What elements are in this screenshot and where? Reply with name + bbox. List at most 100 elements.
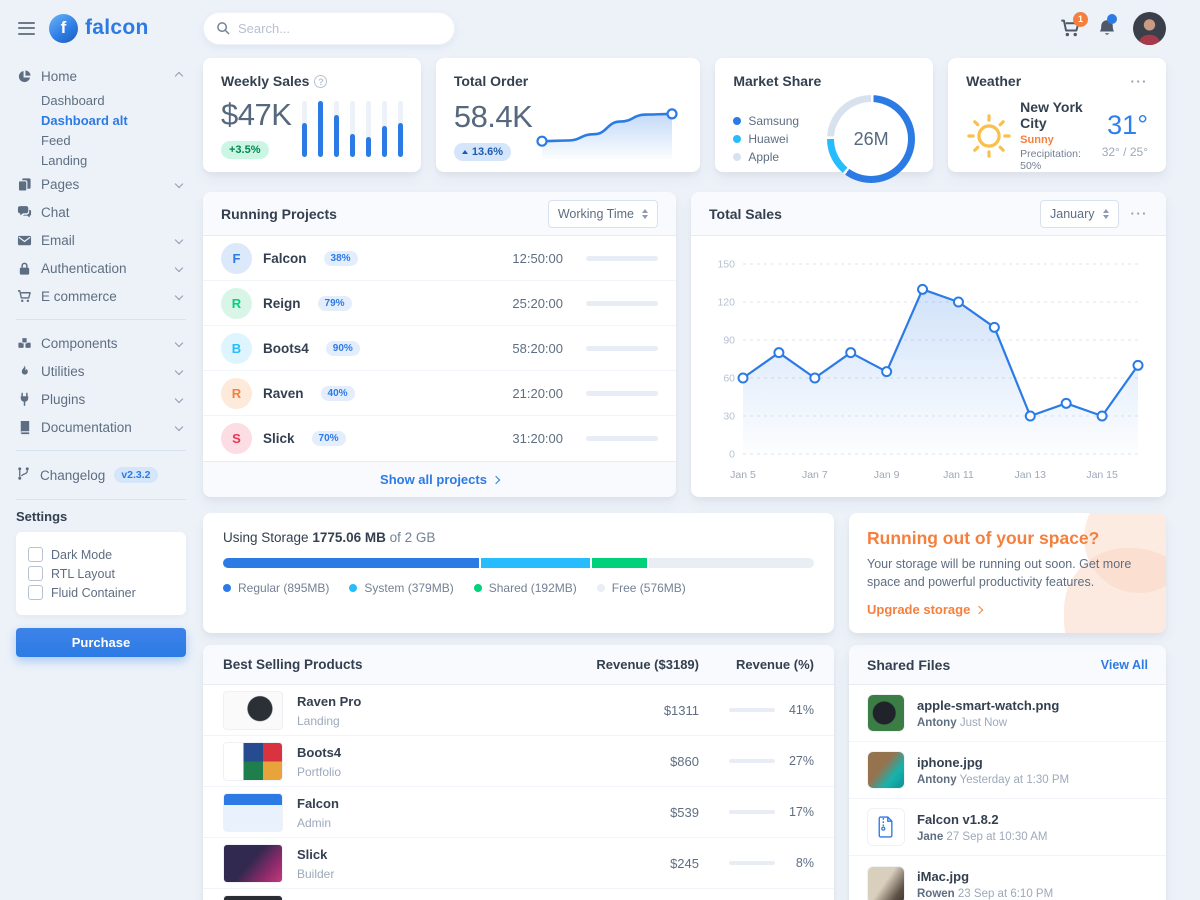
storage-row: Using Storage 1775.06 MB of 2 GB Regular… xyxy=(203,513,1166,633)
product-price: $1311 xyxy=(663,702,699,718)
sidebar-item-chat[interactable]: Chat xyxy=(16,198,186,226)
divider xyxy=(16,499,186,500)
file-name[interactable]: apple-smart-watch.png xyxy=(917,697,1060,713)
product-price: $539 xyxy=(670,804,699,820)
project-time: 21:20:00 xyxy=(512,385,563,401)
project-percent-badge: 38% xyxy=(323,250,358,266)
zip-file-icon xyxy=(878,816,893,838)
show-all-projects-link[interactable]: Show all projects xyxy=(203,461,676,497)
sidebar-item-dashboard[interactable]: Dashboard xyxy=(41,92,105,108)
more-options-icon[interactable] xyxy=(1131,74,1149,89)
product-percent: 41% xyxy=(788,703,814,717)
table-row: Raven Pro Landing $1311 41% xyxy=(203,685,834,736)
help-icon[interactable] xyxy=(314,75,328,88)
fluid-container-option[interactable]: Fluid Container xyxy=(28,585,174,600)
sidebar-item-ecommerce[interactable]: E commerce xyxy=(16,282,186,310)
card-title: Weekly Sales xyxy=(221,73,310,89)
table-row: Slick Builder $245 8% xyxy=(203,838,834,889)
file-time: Yesterday at 1:30 PM xyxy=(959,773,1070,786)
sidebar-item-authentication[interactable]: Authentication xyxy=(16,254,186,282)
rtl-layout-option[interactable]: RTL Layout xyxy=(28,566,174,581)
storage-used: 1775.06 MB xyxy=(312,530,386,545)
file-name[interactable]: iphone.jpg xyxy=(917,754,983,770)
card-title: Running Projects xyxy=(221,205,337,222)
best-selling-card: Best Selling Products Revenue ($3189) Re… xyxy=(203,645,834,900)
working-time-select[interactable]: Working Time xyxy=(547,199,658,228)
select-carets-icon xyxy=(642,208,648,219)
sidebar-item-feed[interactable]: Feed xyxy=(41,132,71,148)
file-thumbnail xyxy=(867,751,905,789)
project-progress xyxy=(586,390,658,396)
sidebar-item-pages[interactable]: Pages xyxy=(16,170,186,198)
revenue-pct-column-header: Revenue (%) xyxy=(735,657,814,672)
sidebar-item-changelog[interactable]: Changelog v2.3.2 xyxy=(16,460,186,490)
sidebar-item-email[interactable]: Email xyxy=(16,226,186,254)
sidebar-item-utilities[interactable]: Utilities xyxy=(16,357,186,385)
sidebar-item-landing[interactable]: Landing xyxy=(41,152,88,168)
storage-segment xyxy=(592,558,648,568)
chevron-down-icon xyxy=(174,179,184,189)
project-row: R Raven 40% 21:20:00 xyxy=(203,371,676,416)
sidebar-item-home[interactable]: Home xyxy=(16,62,186,90)
project-time: 58:20:00 xyxy=(512,340,563,356)
product-category-link[interactable]: Builder xyxy=(297,866,335,881)
rtl-layout-checkbox[interactable] xyxy=(28,566,43,581)
card-title: Market Share xyxy=(733,73,822,89)
search-input[interactable] xyxy=(203,11,455,45)
chevron-down-icon xyxy=(174,291,184,301)
market-share-legend-dot xyxy=(733,135,742,143)
product-progress xyxy=(729,861,775,865)
sidebar-item-dashboard-alt[interactable]: Dashboard alt xyxy=(41,112,128,128)
app-name: falcon xyxy=(85,16,149,39)
chevron-right-icon xyxy=(491,475,501,484)
notifications-button[interactable] xyxy=(1097,14,1117,38)
view-all-link[interactable]: View All xyxy=(1100,657,1148,672)
product-category-link[interactable]: Portfolio xyxy=(297,764,342,779)
sidebar-item-documentation[interactable]: Documentation xyxy=(16,413,186,441)
project-avatar: R xyxy=(221,287,252,319)
weather-city: New York City xyxy=(1020,99,1083,131)
bottom-row: Best Selling Products Revenue ($3189) Re… xyxy=(203,645,1166,900)
product-percent: 27% xyxy=(788,754,814,768)
product-thumbnail xyxy=(223,690,283,730)
settings-box: Dark Mode RTL Layout Fluid Container xyxy=(16,532,186,615)
fluid-container-checkbox[interactable] xyxy=(28,585,43,600)
file-name[interactable]: Falcon v1.8.2 xyxy=(917,811,999,827)
product-category-link[interactable]: Landing xyxy=(297,713,340,728)
app-logo[interactable]: f falcon xyxy=(49,13,149,43)
upgrade-storage-link[interactable]: Upgrade storage xyxy=(867,602,1148,617)
dark-mode-option[interactable]: Dark Mode xyxy=(28,547,174,562)
chevron-down-icon xyxy=(174,422,184,432)
more-options-icon[interactable] xyxy=(1131,206,1149,221)
project-progress xyxy=(586,300,658,306)
purchase-button[interactable]: Purchase xyxy=(16,628,186,657)
card-title: Best Selling Products xyxy=(223,657,363,672)
dark-mode-checkbox[interactable] xyxy=(28,547,43,562)
product-name: Slick xyxy=(297,846,328,862)
product-category-link[interactable]: Admin xyxy=(297,815,332,830)
avatar[interactable] xyxy=(1133,11,1166,45)
project-progress xyxy=(586,436,658,441)
sidebar-item-components[interactable]: Components xyxy=(16,329,186,357)
storage-legend: Regular (895MB) System (379MB) Shared (1… xyxy=(223,581,814,595)
shared-files-card: Shared Files View All apple-smart-watch.… xyxy=(849,645,1166,900)
product-thumbnail xyxy=(223,741,283,781)
product-percent: 17% xyxy=(788,805,814,819)
sidebar-item-plugins[interactable]: Plugins xyxy=(16,385,186,413)
legend-item: Huawei xyxy=(733,132,799,146)
chevron-down-icon xyxy=(174,338,184,348)
project-progress xyxy=(586,255,658,261)
cart-button[interactable]: 1 xyxy=(1060,11,1088,39)
project-time: 25:20:00 xyxy=(512,295,563,311)
month-select[interactable]: January xyxy=(1040,199,1119,228)
project-percent-badge: 79% xyxy=(317,295,352,311)
shopping-cart-icon xyxy=(16,289,32,304)
menu-toggle-icon[interactable] xyxy=(16,18,37,39)
file-name[interactable]: iMac.jpg xyxy=(917,869,970,884)
file-thumbnail xyxy=(867,694,905,732)
weather-condition: Sunny xyxy=(1020,134,1054,146)
product-progress xyxy=(729,810,775,814)
sun-icon xyxy=(967,113,1011,158)
svg-text:Jan 7: Jan 7 xyxy=(802,469,828,481)
